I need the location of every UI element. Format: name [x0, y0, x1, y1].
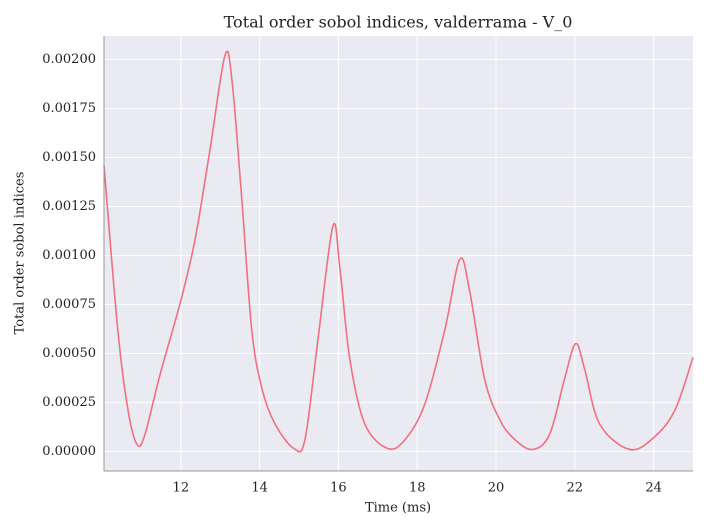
x-tick-label: 24 [645, 481, 662, 496]
y-tick-label: 0.00175 [42, 101, 96, 116]
y-axis-label: Total order sobol indices [13, 172, 28, 335]
y-tick-label: 0.00125 [42, 199, 96, 214]
y-tick-label: 0.00200 [42, 52, 96, 67]
y-tick-label: 0.00100 [42, 248, 96, 263]
x-tick-label: 16 [330, 481, 347, 496]
y-tick-label: 0.00000 [42, 444, 96, 459]
x-tick-label: 12 [173, 481, 190, 496]
y-tick-label: 0.00025 [42, 395, 96, 410]
line [103, 50, 694, 453]
x-tick-label: 20 [488, 481, 505, 496]
y-tick-label: 0.00050 [42, 346, 96, 361]
x-axis-label: Time (ms) [365, 501, 431, 516]
chart-title: Total order sobol indices, valderrama - … [224, 13, 573, 32]
x-tick-label: 22 [567, 481, 584, 496]
x-tick-label: 14 [251, 481, 268, 496]
y-tick-label: 0.00150 [42, 150, 96, 165]
x-tick-label: 18 [409, 481, 426, 496]
y-tick-label: 0.00075 [42, 297, 96, 312]
